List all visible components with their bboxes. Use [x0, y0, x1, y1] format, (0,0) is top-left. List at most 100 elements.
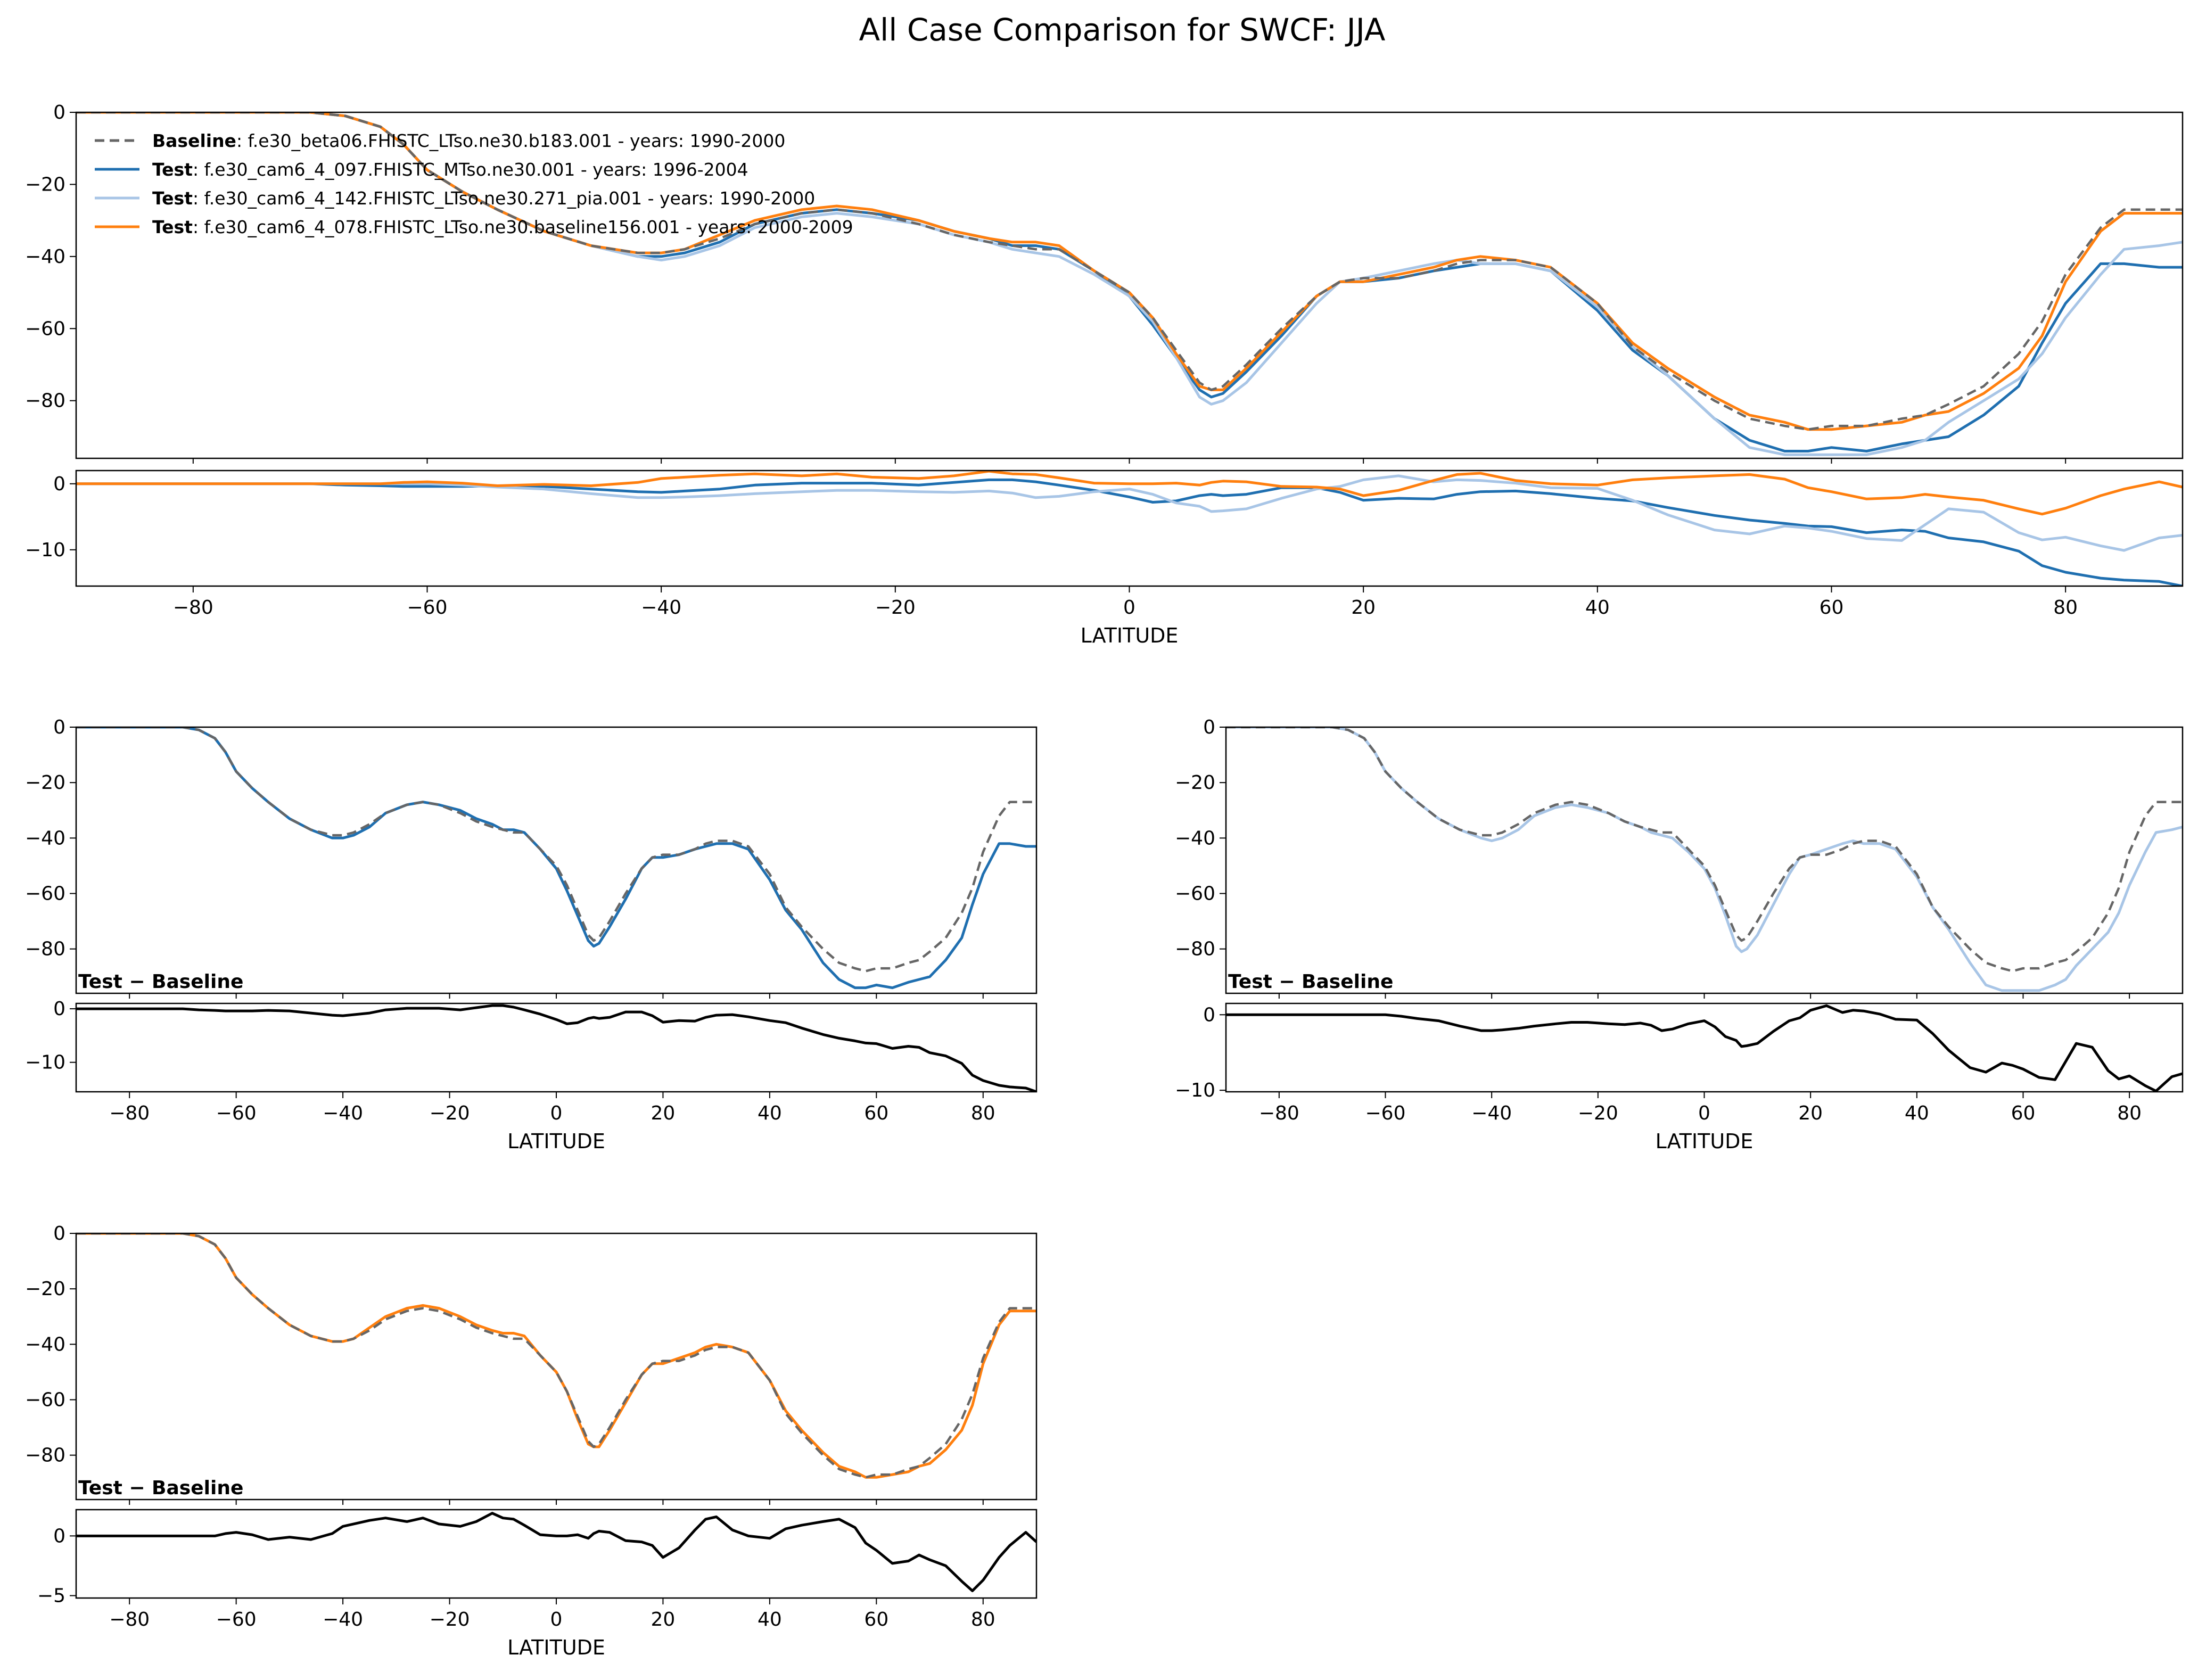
x-tick-label: −60: [216, 1102, 257, 1124]
legend-entry-kind: Baseline: [152, 130, 236, 151]
main-axes-frame: [75, 111, 2184, 459]
main-axes-frame: [1225, 726, 2184, 994]
y-tick-label-diff: −10: [1175, 1080, 1215, 1101]
panel-test3: 0 −20 −40 −60 −80 0 −5 −80 −60 −40 −20 0 20 40 60 80 LAT…: [25, 1223, 1038, 1659]
legend-entry-baseline: Baseline: f.e30_beta06.FHISTC_LTso.ne30.…: [152, 130, 785, 151]
legend-entry-text: : f.e30_cam6_4_142.FHISTC_LTso.ne30.271_…: [193, 188, 815, 209]
x-tick-label: −20: [1578, 1102, 1618, 1124]
diff-line-diff1: [76, 478, 2183, 586]
legend-entry-kind: Test: [152, 188, 193, 209]
x-tick-label: −40: [323, 1102, 363, 1124]
y-tick-label-diff: 0: [1203, 1004, 1215, 1026]
y-tick-label-diff: 0: [53, 473, 65, 495]
x-tick-label: 0: [550, 1102, 563, 1124]
x-tick-label: 0: [550, 1609, 563, 1630]
y-tick-label-diff: −10: [25, 539, 65, 561]
y-tick-label-main: −80: [25, 390, 65, 412]
y-tick-label-main: 0: [53, 717, 65, 738]
x-tick-label: 60: [1820, 597, 1844, 619]
x-tick-label: 0: [1698, 1102, 1710, 1124]
x-tick-label: 20: [1798, 1102, 1823, 1124]
y-tick-label-main: 0: [53, 1223, 65, 1245]
y-tick-label-main: −20: [25, 772, 65, 794]
x-axis-label: LATITUDE: [1081, 624, 1179, 647]
diff-line-diff2: [76, 474, 2183, 552]
y-tick-label-main: −40: [25, 827, 65, 849]
diff-line-diff3: [76, 1512, 1036, 1592]
panel-test1: 0 −20 −40 −60 −80 0 −10 −80 −60 −40 −20 0 20 40 60 80 LA…: [25, 717, 1038, 1153]
x-tick-label: 40: [1905, 1102, 1929, 1124]
panel-tag-label: Test − Baseline: [78, 1477, 243, 1499]
main-axes-frame: [75, 1232, 1038, 1501]
legend-entry-text: : f.e30_cam6_4_097.FHISTC_MTso.ne30.001 …: [193, 159, 748, 180]
y-tick-label-main: 0: [53, 102, 65, 123]
x-tick-label: −20: [430, 1609, 470, 1630]
y-tick-label-main: −80: [25, 938, 65, 960]
y-tick-label-main: −60: [25, 883, 65, 905]
series-line-baseline: [76, 112, 2183, 431]
legend-entry-test1: Test: f.e30_cam6_4_097.FHISTC_MTso.ne30.…: [152, 159, 748, 180]
panel-all: 0 −20 −40 −60 −80 0 −10 −80 −60 −40 −20 0 20 40 60 80 LA…: [25, 102, 2184, 647]
y-tick-label-main: −40: [25, 1333, 65, 1355]
diff-line-diff2: [1226, 1004, 2183, 1092]
x-tick-label: 80: [971, 1609, 995, 1630]
y-tick-label-main: −60: [1175, 883, 1215, 905]
x-axis-label: LATITUDE: [507, 1636, 605, 1659]
legend-entry-kind: Test: [152, 159, 193, 180]
x-tick-label: 0: [1123, 597, 1135, 619]
y-tick-label-main: −60: [25, 318, 65, 340]
plot-panels: 0 −20 −40 −60 −80 0 −10 −80 −60 −40 −20 0 20 40 60 80 LA…: [25, 102, 2184, 1659]
y-tick-label-main: −20: [25, 174, 65, 195]
panel-tag-label: Test − Baseline: [78, 971, 243, 993]
x-tick-label: −80: [173, 597, 213, 619]
x-tick-label: −40: [1471, 1102, 1512, 1124]
x-tick-label: −40: [641, 597, 681, 619]
y-tick-label-main: −80: [1175, 938, 1215, 960]
series-line-baseline: [76, 1233, 1036, 1479]
y-tick-label-diff: 0: [53, 998, 65, 1020]
y-tick-label-main: −20: [1175, 772, 1215, 794]
legend: Baseline: f.e30_beta06.FHISTC_LTso.ne30.…: [95, 130, 853, 237]
y-tick-label-diff: −5: [37, 1585, 65, 1607]
y-tick-label-main: −40: [25, 246, 65, 268]
series-line-baseline: [1226, 727, 2183, 973]
x-tick-label: −80: [109, 1609, 150, 1630]
x-tick-label: 40: [1585, 597, 1610, 619]
x-tick-label: 80: [2117, 1102, 2142, 1124]
legend-entry-test3: Test: f.e30_cam6_4_078.FHISTC_LTso.ne30.…: [152, 217, 853, 237]
y-tick-label-diff: 0: [53, 1525, 65, 1547]
x-tick-label: 80: [971, 1102, 995, 1124]
x-tick-label: 40: [758, 1609, 782, 1630]
x-tick-label: −60: [216, 1609, 257, 1630]
x-tick-label: −60: [1365, 1102, 1406, 1124]
legend-entry-text: : f.e30_cam6_4_078.FHISTC_LTso.ne30.base…: [193, 217, 853, 237]
y-tick-label-main: −80: [25, 1445, 65, 1467]
x-tick-label: 40: [758, 1102, 782, 1124]
y-tick-label-main: −60: [25, 1389, 65, 1411]
panel-tag-label: Test − Baseline: [1228, 971, 1393, 993]
legend-entry-kind: Test: [152, 217, 193, 237]
diff-line-diff3: [76, 471, 2183, 516]
x-tick-label: −80: [1259, 1102, 1299, 1124]
y-tick-label-diff: −10: [25, 1052, 65, 1074]
legend-entry-text: : f.e30_beta06.FHISTC_LTso.ne30.b183.001…: [236, 130, 785, 151]
x-tick-label: −60: [407, 597, 448, 619]
x-tick-label: −20: [430, 1102, 470, 1124]
x-tick-label: 20: [651, 1102, 676, 1124]
x-tick-label: −40: [323, 1609, 363, 1630]
x-tick-label: 20: [1351, 597, 1376, 619]
y-tick-label-main: −40: [1175, 827, 1215, 849]
diff-line-diff1: [76, 1004, 1036, 1092]
x-tick-label: 60: [864, 1102, 888, 1124]
x-tick-label: 20: [651, 1609, 676, 1630]
figure-title: All Case Comparison for SWCF: JJA: [859, 12, 1386, 48]
y-tick-label-main: 0: [1203, 717, 1215, 738]
x-tick-label: −80: [109, 1102, 150, 1124]
series-line-baseline: [76, 727, 1036, 973]
x-tick-label: 80: [2053, 597, 2078, 619]
x-tick-label: −20: [875, 597, 916, 619]
x-axis-label: LATITUDE: [507, 1130, 605, 1153]
y-tick-label-main: −20: [25, 1278, 65, 1300]
